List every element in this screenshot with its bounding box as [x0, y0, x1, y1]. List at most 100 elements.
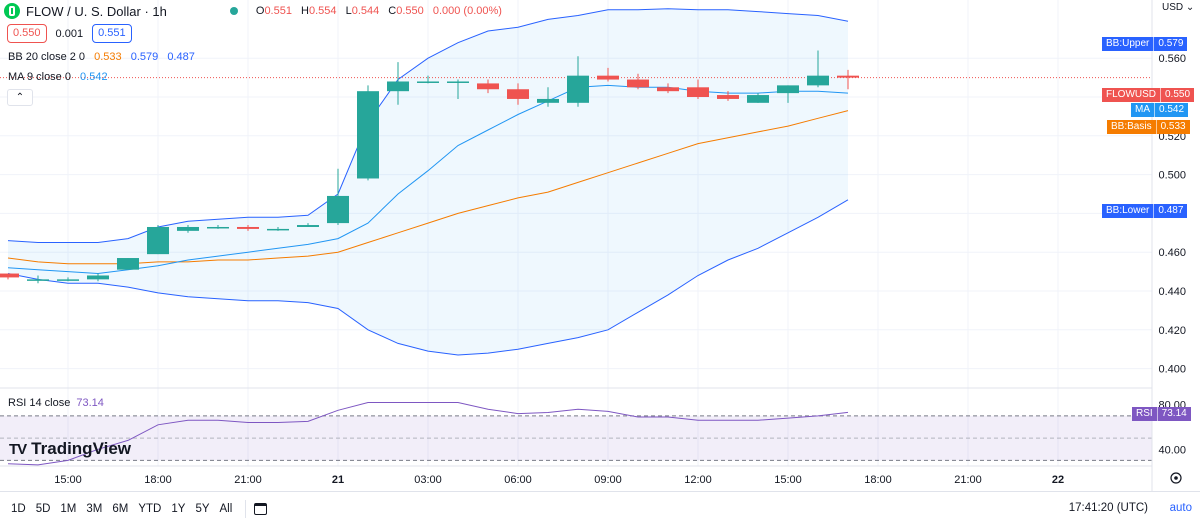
candles [0, 50, 859, 284]
timeframe-ytd[interactable]: YTD [138, 502, 162, 515]
candle-body [657, 87, 679, 92]
time-tick-label: 18:00 [144, 474, 172, 486]
bb-basis-line [7, 110, 849, 265]
candle [177, 225, 199, 233]
symbol-logo-icon [4, 3, 20, 19]
candle [507, 83, 529, 105]
candle [537, 87, 559, 107]
candle-body [807, 75, 829, 86]
candle-body [327, 195, 349, 224]
timeframe-1y[interactable]: 1Y [171, 502, 186, 515]
time-tick-label: 21:00 [954, 474, 982, 486]
candle-body [177, 226, 199, 231]
candle-body [357, 91, 379, 179]
candle-body [87, 275, 109, 280]
price-tick-label: 0.400 [1158, 364, 1186, 376]
candle-body [687, 87, 709, 97]
timeframe-all[interactable]: All [219, 502, 233, 515]
candle [147, 225, 169, 255]
price-tick-label: 0.420 [1158, 325, 1186, 337]
candle [807, 50, 829, 88]
buy-button[interactable]: 0.551 [92, 24, 132, 43]
time-axis-labels: 15:00 18:00 21:00 21 03:00 06:00 09:00 12:00 15:… [54, 474, 1064, 486]
candle-body [297, 225, 319, 227]
symbol-title[interactable]: FLOW / U. S. Dollar · 1h [26, 3, 167, 19]
candle [567, 56, 589, 107]
candle [327, 168, 349, 226]
tradingview-logo[interactable]: TV TradingView [9, 439, 131, 458]
candle [597, 67, 619, 82]
candle [687, 79, 709, 99]
candle [747, 93, 769, 103]
candle [477, 79, 499, 94]
candle [357, 85, 379, 181]
candle-body [507, 89, 529, 99]
time-tick-label: 09:00 [594, 474, 622, 486]
bottom-toolbar: 1D 5D 1M 3M 6M YTD 1Y 5Y All 17:41:20 (U… [0, 491, 1200, 525]
candle [267, 226, 289, 231]
time-tick-label: 03:00 [414, 474, 442, 486]
bb-basis-tag: BB:Basis 0.533 [1107, 120, 1190, 134]
sell-button[interactable]: 0.550 [7, 24, 47, 43]
status-dot-icon [229, 7, 238, 15]
candle-body [717, 95, 739, 99]
candle [207, 225, 229, 229]
candle [657, 83, 679, 94]
candle-body [237, 226, 259, 229]
price-tag: FLOWUSD 0.550 [1102, 88, 1195, 102]
candle-body [597, 75, 619, 80]
bb-lower-line [7, 199, 849, 356]
price-tick-label: 0.460 [1158, 247, 1186, 259]
bb-legend[interactable]: BB 20 close 2 0 0.533 0.579 0.487 [8, 51, 195, 63]
toolbar-divider [245, 499, 247, 518]
bb-lower-tag: BB:Lower 0.487 [1102, 204, 1188, 218]
rsi-line [7, 402, 849, 466]
time-tick-label: 18:00 [864, 474, 892, 486]
time-tick-label: 21:00 [234, 474, 262, 486]
ma-legend[interactable]: MA 9 close 0 0.542 [8, 71, 108, 83]
collapse-legend-button[interactable]: ⌃ [7, 89, 33, 106]
timeframe-1m[interactable]: 1M [60, 502, 77, 515]
candle-body [837, 75, 859, 78]
time-tick-label: 21 [332, 474, 344, 486]
timeframe-5d[interactable]: 5D [35, 502, 51, 515]
utc-clock[interactable]: 17:41:20 (UTC) [1068, 502, 1148, 514]
candle [237, 225, 259, 231]
rsi-tag: RSI 73.14 [1132, 407, 1191, 421]
candle-body [537, 98, 559, 103]
rsi-legend[interactable]: RSI 14 close 73.14 [8, 397, 104, 409]
bollinger-band-fill [8, 8, 848, 355]
timeframe-1d[interactable]: 1D [11, 502, 26, 515]
chevron-up-icon: ⌃ [15, 92, 25, 103]
candle-body [477, 83, 499, 90]
trade-boxes: 0.550 0.001 0.551 [7, 24, 132, 43]
price-chart[interactable]: 0.5600.5400.5200.5000.4800.4600.4400.420… [0, 0, 1200, 491]
candle-body [417, 81, 439, 83]
tradingview-logo-icon: TV [9, 440, 27, 458]
candle-body [57, 279, 79, 281]
timeframe-5y[interactable]: 5Y [195, 502, 210, 515]
candle-body [117, 258, 139, 270]
currency-selector[interactable]: USD ⌄ [1162, 2, 1195, 13]
rsi-tick-label: 40.00 [1158, 444, 1186, 456]
candle [417, 75, 439, 84]
time-tick-label: 06:00 [504, 474, 532, 486]
auto-scale-toggle[interactable]: auto [1169, 502, 1192, 514]
time-tick-label: 15:00 [54, 474, 82, 486]
candle-body [27, 279, 49, 281]
candle-body [567, 75, 589, 103]
candle [837, 69, 859, 90]
candle [117, 258, 139, 270]
candle [777, 85, 799, 103]
time-tick-label: 22 [1052, 474, 1064, 486]
price-tick-label: 0.500 [1158, 170, 1186, 182]
candle-body [387, 81, 409, 92]
timeframe-3m[interactable]: 3M [86, 502, 103, 515]
calendar-range-icon[interactable] [254, 502, 268, 515]
timeframe-6m[interactable]: 6M [112, 502, 129, 515]
bb-upper-tag: BB:Upper 0.579 [1102, 37, 1188, 51]
candle-body [447, 81, 469, 83]
settings-gear-icon[interactable] [1170, 472, 1182, 484]
candle-body [777, 85, 799, 94]
